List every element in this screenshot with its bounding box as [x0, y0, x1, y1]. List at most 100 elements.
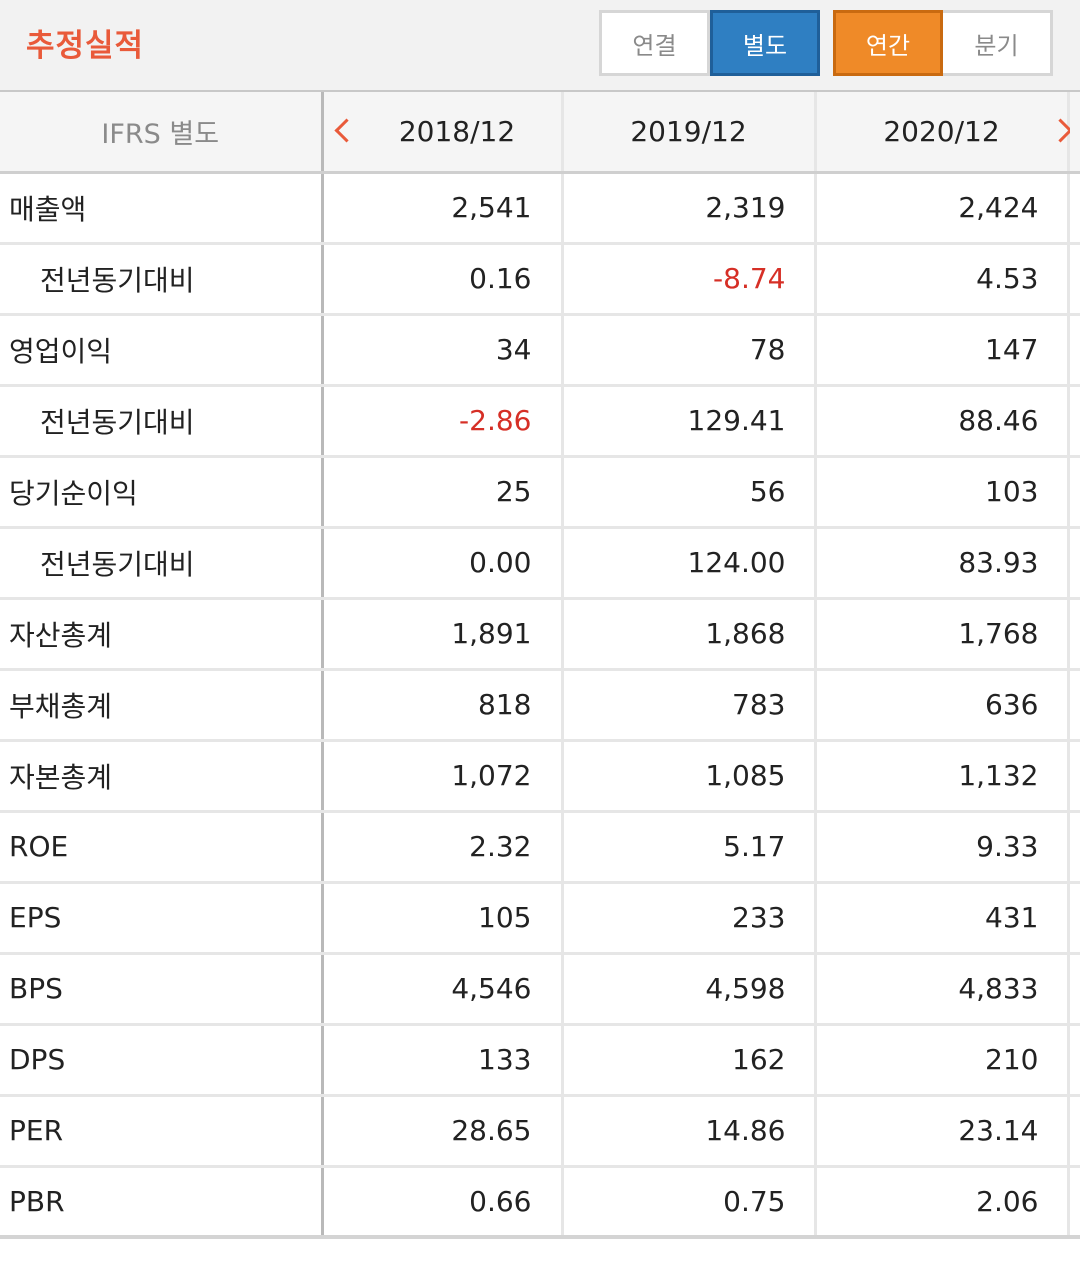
cell-value: 818	[322, 669, 564, 742]
cell-value: 133	[322, 1024, 564, 1097]
cell-value: 2.06	[815, 1166, 1070, 1239]
cell-value: 0.00	[322, 527, 564, 600]
row-label: ROE	[0, 811, 324, 884]
table-row: 부채총계 818 783 636	[0, 669, 1080, 742]
scroll-gutter	[1068, 811, 1080, 884]
table-row: 자산총계 1,891 1,868 1,768	[0, 598, 1080, 671]
quarterly-button[interactable]: 분기	[943, 10, 1053, 76]
cell-value: 4,598	[562, 953, 817, 1026]
table-row: 매출액 2,541 2,319 2,424	[0, 172, 1080, 245]
cell-value: 2,319	[562, 172, 817, 245]
cell-value: 14.86	[562, 1095, 817, 1168]
cell-value: -2.86	[322, 385, 564, 458]
table-row: 전년동기대비 0.16 -8.74 4.53	[0, 243, 1080, 316]
accounting-basis-label: IFRS 별도	[0, 92, 324, 174]
row-label: 부채총계	[0, 669, 324, 742]
basis-toggle: 연결 별도	[599, 10, 820, 76]
row-label: 매출액	[0, 172, 324, 245]
row-label: 영업이익	[0, 314, 324, 387]
scroll-gutter	[1068, 1095, 1080, 1168]
cell-value: 2.32	[322, 811, 564, 884]
cell-value: 88.46	[815, 385, 1070, 458]
cell-value: 0.66	[322, 1166, 564, 1239]
table-row: PER 28.65 14.86 23.14	[0, 1095, 1080, 1168]
header-bar: 추정실적 연결 별도 연간 분기	[0, 0, 1080, 92]
cell-value: 4,833	[815, 953, 1070, 1026]
table-row: 자본총계 1,072 1,085 1,132	[0, 740, 1080, 813]
cell-value: 124.00	[562, 527, 817, 600]
table-row: 전년동기대비 -2.86 129.41 88.46	[0, 385, 1080, 458]
scroll-gutter	[1068, 598, 1080, 671]
row-label: 전년동기대비	[0, 243, 324, 316]
scroll-gutter	[1068, 1024, 1080, 1097]
column-header-1: 2018/12	[322, 92, 564, 174]
scroll-gutter	[1068, 456, 1080, 529]
financial-table: IFRS 별도 2018/12 2019/12 2020/12 매출액 2,541…	[0, 92, 1080, 1239]
chevron-left-icon[interactable]	[333, 118, 359, 143]
row-label: DPS	[0, 1024, 324, 1097]
row-label: 당기순이익	[0, 456, 324, 529]
cell-value: 34	[322, 314, 564, 387]
cell-value: 78	[562, 314, 817, 387]
cell-value: 9.33	[815, 811, 1070, 884]
cell-value: 431	[815, 882, 1070, 955]
table-row: 영업이익 34 78 147	[0, 314, 1080, 387]
separate-button[interactable]: 별도	[710, 10, 820, 76]
scroll-gutter	[1068, 92, 1080, 174]
row-label: 전년동기대비	[0, 527, 324, 600]
cell-value: 1,891	[322, 598, 564, 671]
consolidated-button[interactable]: 연결	[599, 10, 710, 76]
scroll-gutter	[1068, 385, 1080, 458]
cell-value: 1,072	[322, 740, 564, 813]
cell-value: 25	[322, 456, 564, 529]
cell-value: 129.41	[562, 385, 817, 458]
cell-value: 1,085	[562, 740, 817, 813]
row-label: 자산총계	[0, 598, 324, 671]
scroll-gutter	[1068, 314, 1080, 387]
cell-value: 4,546	[322, 953, 564, 1026]
cell-value: 105	[322, 882, 564, 955]
column-header-label: 2019/12	[630, 114, 747, 148]
column-header-3: 2020/12	[815, 92, 1073, 174]
cell-value: 0.75	[562, 1166, 817, 1239]
section-title: 추정실적	[26, 28, 145, 64]
cell-value: 0.16	[322, 243, 564, 316]
cell-value: 28.65	[322, 1095, 564, 1168]
column-header-2: 2019/12	[562, 92, 817, 174]
scroll-gutter	[1068, 669, 1080, 742]
table-row: ROE 2.32 5.17 9.33	[0, 811, 1080, 884]
row-label: 전년동기대비	[0, 385, 324, 458]
cell-value: 5.17	[562, 811, 817, 884]
cell-value: 162	[562, 1024, 817, 1097]
cell-value: 56	[562, 456, 817, 529]
column-header-label: 2020/12	[883, 114, 1000, 148]
row-label: 자본총계	[0, 740, 324, 813]
period-toggle: 연간 분기	[833, 10, 1053, 76]
cell-value: 2,424	[815, 172, 1070, 245]
scroll-gutter	[1068, 172, 1080, 245]
cell-value: 1,768	[815, 598, 1070, 671]
annual-button[interactable]: 연간	[833, 10, 943, 76]
scroll-gutter	[1068, 882, 1080, 955]
table-row: DPS 133 162 210	[0, 1024, 1080, 1097]
row-label: PER	[0, 1095, 324, 1168]
cell-value: 103	[815, 456, 1070, 529]
cell-value: 4.53	[815, 243, 1070, 316]
cell-value: 83.93	[815, 527, 1070, 600]
table-row: EPS 105 233 431	[0, 882, 1080, 955]
scroll-gutter	[1068, 953, 1080, 1026]
table-row: 전년동기대비 0.00 124.00 83.93	[0, 527, 1080, 600]
scroll-gutter	[1068, 740, 1080, 813]
cell-value: 2,541	[322, 172, 564, 245]
table-row: BPS 4,546 4,598 4,833	[0, 953, 1080, 1026]
table-row: 당기순이익 25 56 103	[0, 456, 1080, 529]
column-header-label: 2018/12	[398, 114, 516, 148]
cell-value: 1,132	[815, 740, 1070, 813]
header-row: IFRS 별도 2018/12 2019/12 2020/12	[0, 92, 1080, 174]
row-label: BPS	[0, 953, 324, 1026]
cell-value: -8.74	[562, 243, 817, 316]
cell-value: 636	[815, 669, 1070, 742]
table-row: PBR 0.66 0.75 2.06	[0, 1166, 1080, 1239]
cell-value: 23.14	[815, 1095, 1070, 1168]
scroll-gutter	[1068, 527, 1080, 600]
